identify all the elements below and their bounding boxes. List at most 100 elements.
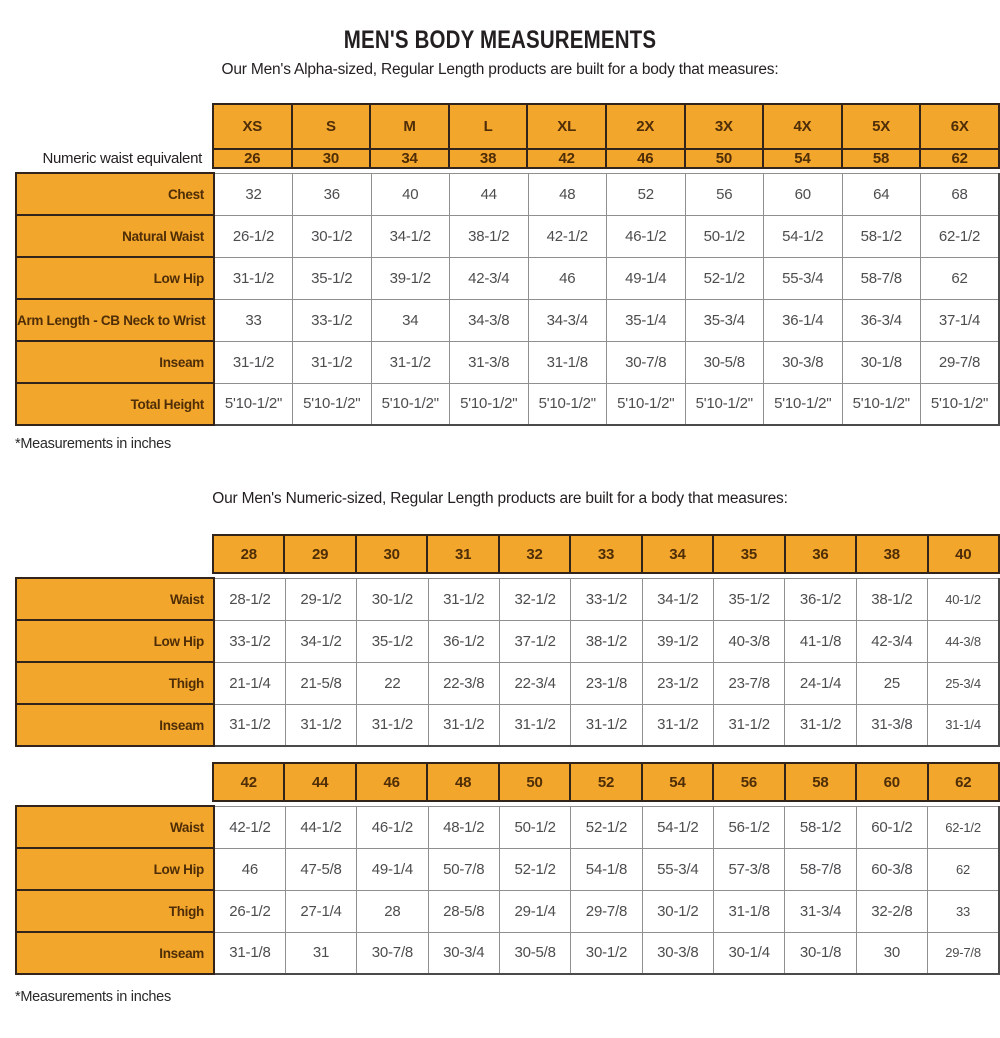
- measurement-value: 23-7/8: [713, 661, 786, 705]
- measurement-value: 32-1/2: [498, 577, 572, 621]
- measurement-value: 31-1/2: [784, 703, 857, 747]
- measurement-value: 49-1/4: [356, 847, 429, 891]
- size-header-cell: 60: [855, 762, 929, 802]
- measurement-value: 29-7/8: [927, 931, 1000, 975]
- measurement-value: 56: [684, 172, 764, 216]
- measurement-value: 5'10-1/2": [920, 382, 1000, 426]
- numeric-measurements-footnote: *Measurements in inches: [15, 989, 171, 1005]
- measurement-row: Low Hip 31-1/2 35-1/2 39-1/2 42-3/4 46 49-1/4 5…: [15, 256, 1000, 300]
- measurement-row: Inseam 31-1/2 31-1/2 31-1/2 31-3/8 31-1/8 30-7…: [15, 340, 1000, 384]
- measurement-label: Inseam: [15, 931, 215, 975]
- measurement-value: 49-1/4: [606, 256, 686, 300]
- alpha-table-subtitle: Our Men's Alpha-sized, Regular Length pr…: [221, 61, 779, 78]
- measurement-value: 31-1/2: [356, 703, 429, 747]
- measurement-value: 25: [855, 661, 929, 705]
- measurement-row: Natural Waist 26-1/2 30-1/2 34-1/2 38-1/2 42-…: [15, 214, 1000, 258]
- measurement-value: 31-1/2: [213, 256, 293, 300]
- measurement-label: Low Hip: [15, 619, 215, 663]
- measurement-value: 24-1/4: [784, 661, 857, 705]
- measurement-value: 5'10-1/2": [763, 382, 843, 426]
- measurement-value: 36-1/4: [763, 298, 843, 342]
- alpha-size-header-table: XS S M L XL 2X 3X 4X 5X 6X Numeric waist equivalen…: [15, 103, 1000, 169]
- measurement-label: Inseam: [15, 340, 215, 384]
- measurement-value: 50-7/8: [427, 847, 500, 891]
- measurement-value: 42-1/2: [527, 214, 607, 258]
- measurement-value: 5'10-1/2": [841, 382, 921, 426]
- numeric-waist-value: 46: [604, 148, 686, 169]
- measurement-value: 33: [213, 298, 293, 342]
- measurement-value: 46: [213, 847, 286, 891]
- measurement-value: 30-3/8: [763, 340, 843, 384]
- measurement-value: 39-1/2: [641, 619, 715, 663]
- measurement-label: Low Hip: [15, 256, 215, 300]
- measurement-value: 62: [920, 256, 1000, 300]
- measurement-value: 27-1/4: [284, 889, 358, 933]
- measurement-row: Total Height 5'10-1/2" 5'10-1/2" 5'10-1/2" 5…: [15, 382, 1000, 426]
- measurement-value: 22-3/8: [427, 661, 500, 705]
- measurement-value: 31: [284, 931, 358, 975]
- measurement-row: Inseam 31-1/8 31 30-7/8 30-3/4 30-5/8 30-1/2 30…: [15, 931, 1000, 975]
- measurement-value: 31-1/2: [498, 703, 572, 747]
- measurement-row: Thigh 26-1/2 27-1/4 28 28-5/8 29-1/4 29-7/8 30-…: [15, 889, 1000, 933]
- alpha-measurements-table: Chest 32 36 40 44 48 52 56 60 64 68 Natural Waist 26…: [15, 172, 1000, 426]
- measurement-value: 21-1/4: [213, 661, 286, 705]
- measurement-value: 28: [356, 889, 429, 933]
- measurement-value: 31-1/2: [292, 340, 372, 384]
- measurement-value: 28-1/2: [213, 577, 286, 621]
- measurement-value: 31-1/2: [213, 703, 286, 747]
- numeric-waist-label: Numeric waist equivalent: [42, 150, 202, 167]
- numeric-waist-value: 62: [919, 148, 1000, 169]
- size-header-cell: 54: [640, 762, 715, 802]
- measurement-value: 31-1/2: [427, 703, 500, 747]
- measurement-label: Low Hip: [15, 847, 215, 891]
- measurement-value: 34: [370, 298, 450, 342]
- size-header-cell: 31: [426, 534, 500, 574]
- measurement-value: 37-1/4: [920, 298, 1000, 342]
- alpha-measurements-footnote: *Measurements in inches: [15, 436, 171, 452]
- measurement-value: 29-7/8: [920, 340, 1000, 384]
- measurement-value: 5'10-1/2": [449, 382, 529, 426]
- measurement-value: 5'10-1/2": [684, 382, 764, 426]
- measurement-value: 64: [841, 172, 921, 216]
- measurement-value: 28-5/8: [427, 889, 500, 933]
- numeric-waist-value: 42: [526, 148, 607, 169]
- measurement-value: 35-1/2: [356, 619, 429, 663]
- measurement-value: 39-1/2: [370, 256, 450, 300]
- measurement-value: 32: [213, 172, 293, 216]
- measurement-value: 57-3/8: [713, 847, 786, 891]
- measurement-value: 30-1/2: [356, 577, 429, 621]
- measurement-value: 44-1/2: [284, 805, 358, 849]
- measurement-label: Chest: [15, 172, 215, 216]
- measurement-value: 46: [527, 256, 607, 300]
- measurement-value: 30-1/2: [641, 889, 715, 933]
- measurement-value: 42-3/4: [449, 256, 529, 300]
- measurement-value: 35-1/4: [606, 298, 686, 342]
- measurement-value: 30: [855, 931, 929, 975]
- measurement-value: 30-3/8: [641, 931, 715, 975]
- measurement-value: 31-3/8: [449, 340, 529, 384]
- size-header-cell: XL: [526, 103, 607, 150]
- measurement-value: 31-1/2: [570, 703, 643, 747]
- size-header-cell: 2X: [604, 103, 686, 150]
- numeric-large-measurements-table: Waist 42-1/2 44-1/2 46-1/2 48-1/2 50-1/2 52-1/…: [15, 805, 1000, 975]
- size-header-row: XS S M L XL 2X 3X 4X 5X 6X: [15, 103, 1000, 150]
- measurement-value: 56-1/2: [713, 805, 786, 849]
- size-header-cell: 6X: [919, 103, 1000, 150]
- measurement-value: 30-1/4: [713, 931, 786, 975]
- measurement-value: 29-1/2: [284, 577, 358, 621]
- measurement-value: 36-1/2: [427, 619, 500, 663]
- size-header-cell: 56: [712, 762, 786, 802]
- measurement-row: Low Hip 46 47-5/8 49-1/4 50-7/8 52-1/2 54-1/8 5…: [15, 847, 1000, 891]
- measurement-value: 38-1/2: [855, 577, 929, 621]
- size-header-row: 28 29 30 31 32 33 34 35 36 38 40: [15, 534, 1000, 574]
- size-header-cell: 50: [497, 762, 572, 802]
- measurement-value: 31-1/8: [527, 340, 607, 384]
- measurement-value: 62: [927, 847, 1000, 891]
- measurement-value: 60-1/2: [855, 805, 929, 849]
- measurement-value: 35-1/2: [713, 577, 786, 621]
- size-header-cell: 40: [926, 534, 1000, 574]
- numeric-waist-value: 38: [447, 148, 529, 169]
- measurement-value: 38-1/2: [570, 619, 643, 663]
- size-header-cell: M: [369, 103, 450, 150]
- header-spacer: [15, 104, 213, 149]
